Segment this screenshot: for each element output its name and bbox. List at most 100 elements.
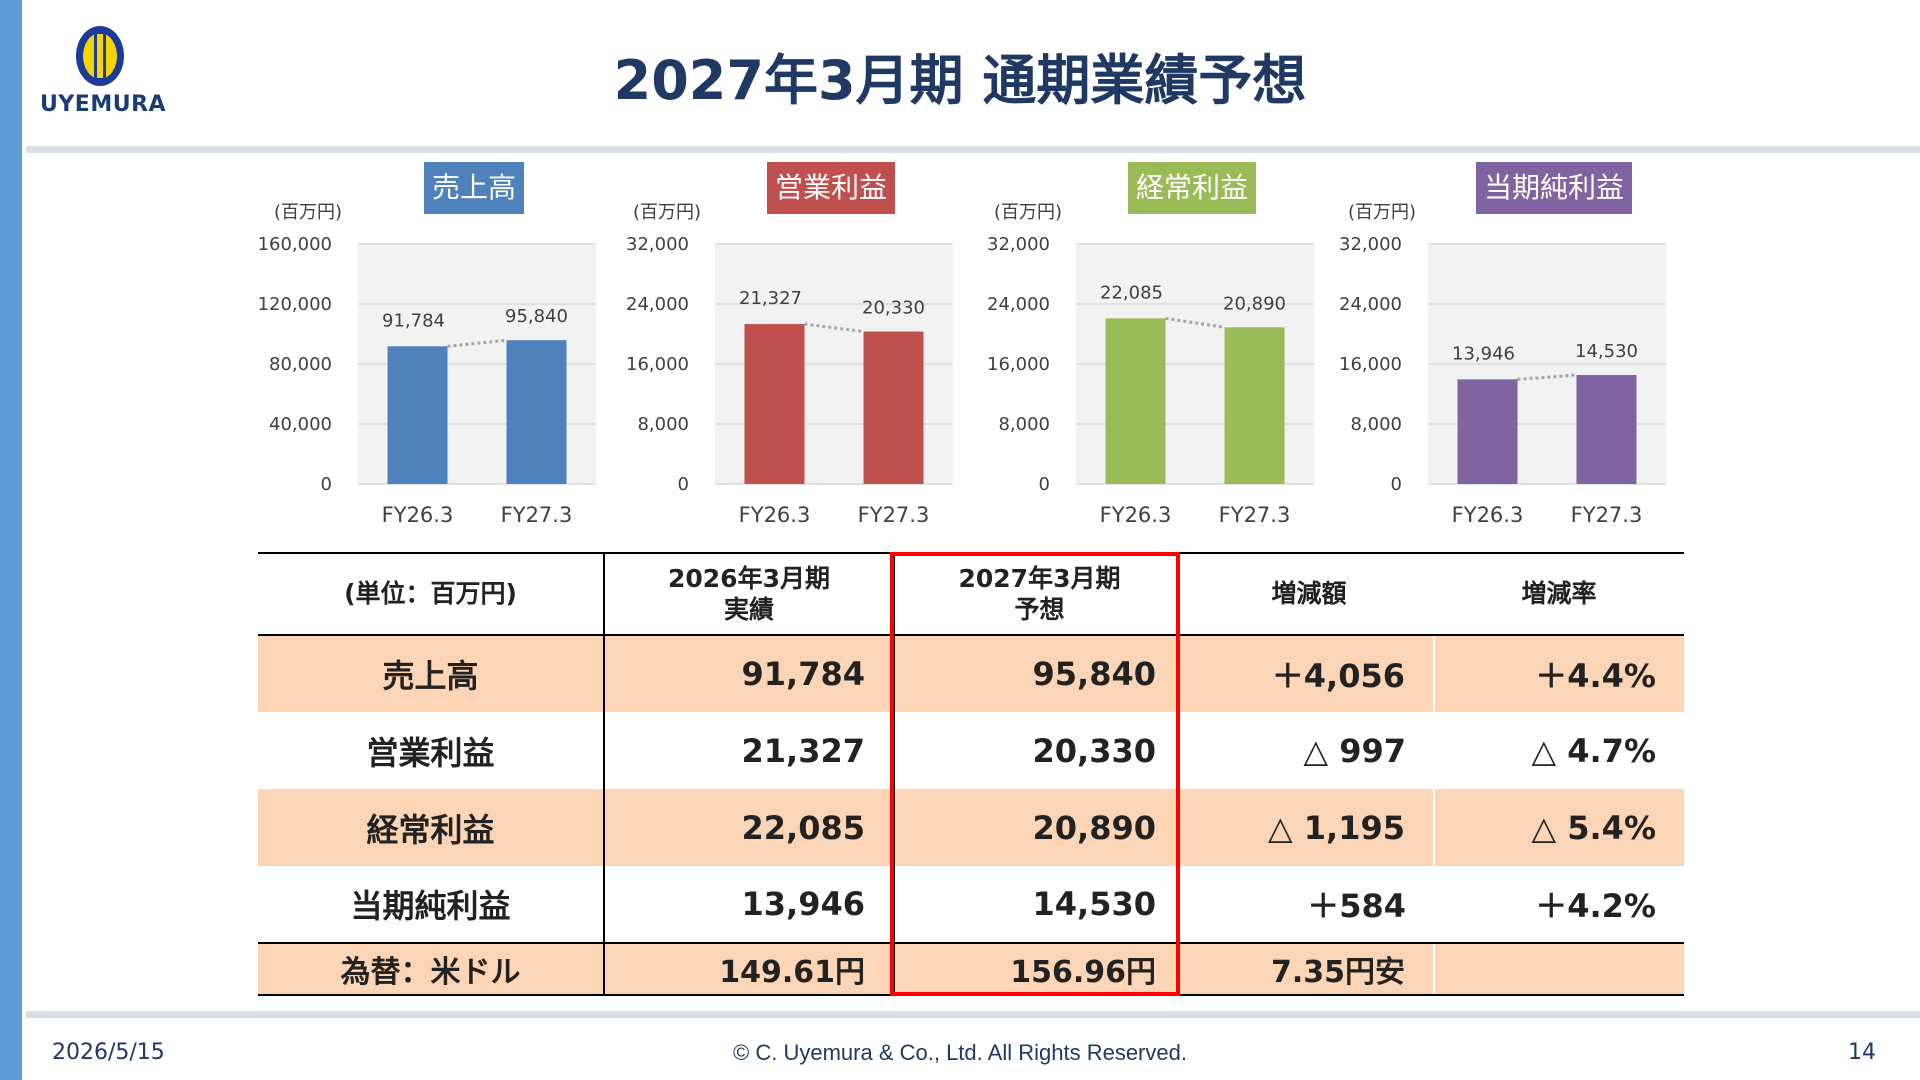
page-title: 2027年3月期 通期業績予想 [613,49,1307,112]
header-rate: 増減率 [1434,552,1684,636]
bar [1576,375,1637,484]
chart-panel-net-income: 当期純利益 (百万円) 0 8,000 16,000 24,000 32,000 FY26… [1310,160,1666,540]
chart-panel-sales: 売上高 (百万円) 0 40,000 80,000 120,000 160,000 FY2… [240,160,596,540]
x-tick-label: FY26.3 [382,503,454,527]
bar [1457,379,1518,484]
bar [1105,318,1166,484]
x-tick-label: FY26.3 [1452,503,1524,527]
chart-unit-label: (百万円) [274,202,343,223]
table-row: 売上高 91,784 95,840 ＋4,056 ＋4.4% [258,635,1684,712]
chart-unit-label: (百万円) [994,202,1063,223]
cell-rate: ＋4.4% [1433,635,1684,712]
cell-change: △ 1,195 [1184,789,1434,866]
y-tick-label: 40,000 [269,414,332,435]
data-label: 95,840 [505,306,568,327]
header-change: 増減額 [1184,552,1434,636]
chart-title: 営業利益 [767,162,896,214]
trend-connector [447,338,507,348]
x-tick-label: FY27.3 [858,503,930,527]
logo-mark-icon [76,26,124,86]
row-label: 売上高 [258,635,605,712]
y-tick-label: 8,000 [1350,414,1402,435]
data-label: 13,946 [1452,343,1515,364]
y-tick-label: 24,000 [626,294,689,315]
cell-forecast: 20,890 [894,789,1184,866]
left-accent-bar [0,0,22,1080]
trend-connector [804,322,864,334]
y-tick-label: 32,000 [987,234,1050,255]
bar-chart-operating-profit: 0 8,000 16,000 24,000 32,000 FY26.3 FY27.3 21,3… [626,234,953,527]
cell-rate [1433,942,1684,996]
cell-change: ＋4,056 [1184,635,1434,712]
x-tick-label: FY26.3 [739,503,811,527]
row-label: 経常利益 [258,789,605,866]
table-row-fx: 為替：米ドル 149.61円 156.96円 7.35円安 [258,942,1684,996]
row-label: 当期純利益 [258,866,605,943]
cell-forecast: 95,840 [894,635,1184,712]
cell-forecast: 20,330 [1032,731,1156,770]
cell-change: ＋584 [1307,887,1406,925]
chart-unit-label: (百万円) [1348,202,1417,223]
x-tick-label: FY27.3 [1219,503,1291,527]
cell-actual: 22,085 [604,789,895,866]
row-label: 営業利益 [258,712,605,789]
data-label: 21,327 [739,288,802,309]
chart-title: 売上高 [424,162,525,214]
cell-rate: △ 4.7% [1531,731,1657,770]
trend-connector [1517,373,1577,381]
x-tick-label: FY27.3 [501,503,573,527]
data-label: 20,890 [1223,293,1286,314]
bar-chart-ordinary-profit: 0 8,000 16,000 24,000 32,000 FY26.3 FY27.3 22,0… [987,234,1314,527]
top-divider [26,146,1920,153]
trend-connector [1165,316,1225,329]
bar [387,346,448,484]
data-label: 14,530 [1575,341,1638,362]
company-logo: UYEMURA [40,24,167,124]
cell-rate: △ 5.4% [1433,789,1684,866]
results-table: (単位：百万円) 2026年3月期 実績 2027年3月期 予想 増減額 増減率… [258,552,1684,996]
x-tick-label: FY27.3 [1571,503,1643,527]
y-tick-label: 0 [321,474,332,495]
chart-unit-label: (百万円) [633,202,702,223]
bar [506,340,567,484]
chart-title: 経常利益 [1128,162,1257,214]
y-tick-label: 24,000 [987,294,1050,315]
chart-panel-operating-profit: 営業利益 (百万円) 0 8,000 16,000 24,000 32,000 FY26.… [597,160,953,540]
y-tick-label: 8,000 [637,414,689,435]
y-tick-label: 0 [1391,474,1402,495]
page-number: 14 [1848,1040,1876,1065]
cell-actual: 149.61円 [604,942,895,996]
x-tick-label: FY26.3 [1100,503,1172,527]
forecast-highlight-box [890,552,1180,996]
y-tick-label: 24,000 [1339,294,1402,315]
cell-rate: ＋4.2% [1535,887,1656,925]
bar [863,331,924,484]
chart-panel-ordinary-profit: 経常利益 (百万円) 0 8,000 16,000 24,000 32,000 FY26.… [958,160,1314,540]
cell-forecast: 156.96円 [894,942,1184,996]
y-tick-label: 0 [1039,474,1050,495]
data-label: 91,784 [382,310,445,331]
cell-change: △ 997 [1303,731,1406,770]
header-forecast: 2027年3月期 予想 [894,552,1184,636]
bar [744,324,805,484]
y-tick-label: 160,000 [258,234,332,255]
y-tick-label: 16,000 [626,354,689,375]
y-tick-label: 80,000 [269,354,332,375]
bar-chart-sales: 0 40,000 80,000 120,000 160,000 FY26.3 FY27.3 9… [258,234,596,527]
table-row: 経常利益 22,085 20,890 △ 1,195 △ 5.4% [258,789,1684,866]
bottom-divider [26,1011,1920,1018]
bar [1224,327,1285,484]
logo-text: UYEMURA [40,92,167,117]
chart-title: 当期純利益 [1476,162,1633,214]
footer-date: 2026/5/15 [52,1040,165,1065]
cell-forecast: 14,530 [1032,885,1156,923]
y-tick-label: 32,000 [626,234,689,255]
cell-actual: 13,946 [604,866,895,943]
row-label: 為替：米ドル [258,942,605,996]
y-tick-label: 8,000 [998,414,1050,435]
cell-change: 7.35円安 [1184,942,1434,996]
y-tick-label: 32,000 [1339,234,1402,255]
y-tick-label: 16,000 [1339,354,1402,375]
y-tick-label: 16,000 [987,354,1050,375]
table-row: 営業利益 21,327 20,330 △ 997 △ 4.7% [258,712,1684,789]
